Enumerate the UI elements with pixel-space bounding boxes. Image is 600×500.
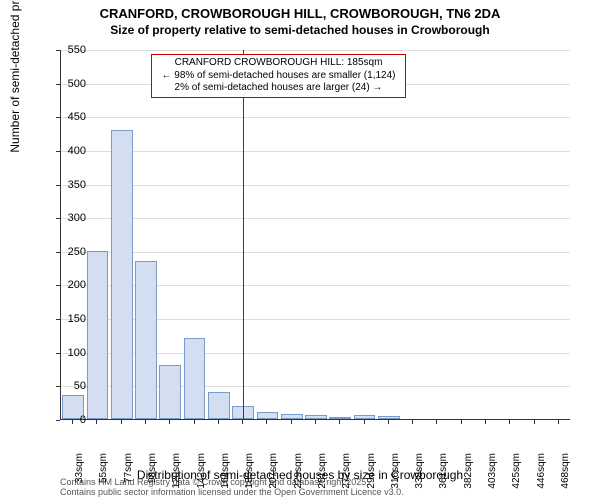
histogram-bar xyxy=(87,251,109,419)
y-tick-mark xyxy=(56,50,60,51)
chart-title-line1: CRANFORD, CROWBOROUGH HILL, CROWBOROUGH,… xyxy=(0,6,600,21)
x-tick-mark xyxy=(169,420,170,424)
y-axis-title: Number of semi-detached properties xyxy=(8,0,22,153)
y-tick-mark xyxy=(56,319,60,320)
y-tick-mark xyxy=(56,386,60,387)
x-tick-label: 120sqm xyxy=(171,453,182,493)
x-tick-mark xyxy=(121,420,122,424)
y-tick-label: 100 xyxy=(56,347,86,359)
chart-footer: Contains HM Land Registry data © Crown c… xyxy=(60,478,404,498)
x-tick-label: 338sqm xyxy=(414,453,425,493)
histogram-bar xyxy=(329,417,351,419)
y-tick-label: 350 xyxy=(56,179,86,191)
y-tick-mark xyxy=(56,252,60,253)
grid-line xyxy=(61,151,570,152)
x-tick-mark xyxy=(315,420,316,424)
x-tick-mark xyxy=(291,420,292,424)
x-tick-label: 468sqm xyxy=(560,453,571,493)
x-tick-mark xyxy=(558,420,559,424)
x-tick-label: 294sqm xyxy=(366,453,377,493)
y-tick-label: 550 xyxy=(56,44,86,56)
y-tick-mark xyxy=(56,218,60,219)
x-tick-mark xyxy=(96,420,97,424)
x-tick-mark xyxy=(509,420,510,424)
marker-line xyxy=(243,50,244,419)
x-tick-label: 207sqm xyxy=(268,453,279,493)
x-tick-mark xyxy=(194,420,195,424)
x-tick-label: 446sqm xyxy=(536,453,547,493)
x-tick-label: 33sqm xyxy=(74,453,85,493)
footer-line2: Contains public sector information licen… xyxy=(60,488,404,498)
x-tick-mark xyxy=(461,420,462,424)
x-tick-mark xyxy=(145,420,146,424)
y-tick-mark xyxy=(56,353,60,354)
x-tick-label: 251sqm xyxy=(317,453,328,493)
y-tick-label: 200 xyxy=(56,279,86,291)
histogram-bar xyxy=(208,392,230,419)
histogram-bar xyxy=(257,412,279,419)
y-tick-label: 400 xyxy=(56,145,86,157)
x-tick-mark xyxy=(534,420,535,424)
y-tick-mark xyxy=(56,285,60,286)
x-tick-label: 77sqm xyxy=(123,453,134,493)
annotation-box: CRANFORD CROWBOROUGH HILL: 185sqm← 98% o… xyxy=(151,54,406,98)
x-tick-label: 425sqm xyxy=(511,453,522,493)
y-tick-label: 250 xyxy=(56,246,86,258)
x-tick-mark xyxy=(72,420,73,424)
annotation-line1: CRANFORD CROWBOROUGH HILL: 185sqm xyxy=(156,57,401,70)
property-size-histogram: CRANFORD, CROWBOROUGH HILL, CROWBOROUGH,… xyxy=(0,0,600,500)
x-tick-mark xyxy=(364,420,365,424)
y-tick-mark xyxy=(56,151,60,152)
chart-title-block: CRANFORD, CROWBOROUGH HILL, CROWBOROUGH,… xyxy=(0,0,600,37)
histogram-bar xyxy=(378,416,400,419)
x-tick-mark xyxy=(485,420,486,424)
x-tick-label: 142sqm xyxy=(196,453,207,493)
y-tick-label: 450 xyxy=(56,111,86,123)
x-tick-label: 98sqm xyxy=(147,453,158,493)
x-tick-mark xyxy=(412,420,413,424)
histogram-bar xyxy=(184,338,206,419)
x-tick-mark xyxy=(388,420,389,424)
y-tick-label: 50 xyxy=(56,380,86,392)
histogram-bar xyxy=(111,130,133,419)
chart-title-line2: Size of property relative to semi-detach… xyxy=(0,23,600,37)
grid-line xyxy=(61,218,570,219)
annotation-line3: 2% of semi-detached houses are larger (2… xyxy=(156,82,401,95)
histogram-bar xyxy=(354,415,376,419)
x-tick-mark xyxy=(436,420,437,424)
x-tick-mark xyxy=(242,420,243,424)
y-tick-mark xyxy=(56,420,60,421)
histogram-bar xyxy=(305,415,327,419)
y-tick-mark xyxy=(56,117,60,118)
y-tick-label: 150 xyxy=(56,313,86,325)
histogram-bar xyxy=(135,261,157,419)
y-tick-label: 0 xyxy=(56,414,86,426)
x-tick-mark xyxy=(218,420,219,424)
x-tick-label: 164sqm xyxy=(220,453,231,493)
x-tick-label: 229sqm xyxy=(293,453,304,493)
y-tick-label: 300 xyxy=(56,212,86,224)
x-tick-mark xyxy=(339,420,340,424)
histogram-bar xyxy=(281,414,303,419)
x-tick-label: 361sqm xyxy=(438,453,449,493)
histogram-bar xyxy=(159,365,181,419)
y-tick-mark xyxy=(56,185,60,186)
x-tick-label: 55sqm xyxy=(98,453,109,493)
x-tick-label: 185sqm xyxy=(244,453,255,493)
plot-area: CRANFORD CROWBOROUGH HILL: 185sqm← 98% o… xyxy=(60,50,570,420)
annotation-line2: ← 98% of semi-detached houses are smalle… xyxy=(156,70,401,83)
grid-line xyxy=(61,185,570,186)
x-tick-mark xyxy=(266,420,267,424)
grid-line xyxy=(61,252,570,253)
x-tick-label: 272sqm xyxy=(341,453,352,493)
grid-line xyxy=(61,50,570,51)
x-tick-label: 316sqm xyxy=(390,453,401,493)
y-tick-label: 500 xyxy=(56,78,86,90)
x-tick-label: 403sqm xyxy=(487,453,498,493)
grid-line xyxy=(61,117,570,118)
y-tick-mark xyxy=(56,84,60,85)
x-tick-label: 382sqm xyxy=(463,453,474,493)
